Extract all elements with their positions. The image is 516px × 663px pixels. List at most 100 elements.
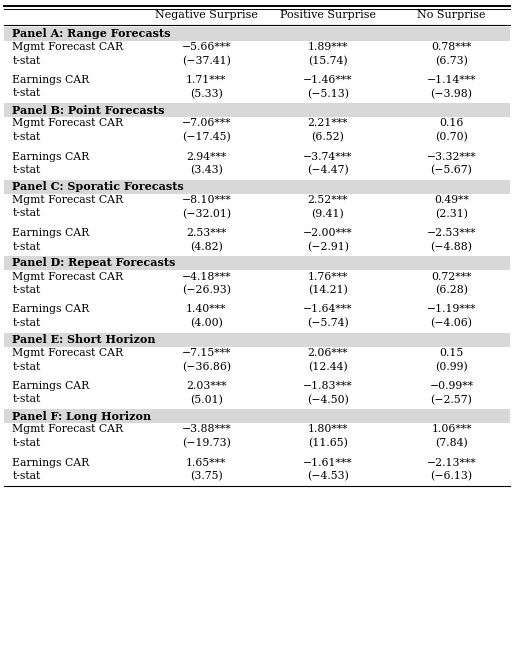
Text: −5.66***: −5.66***: [182, 42, 231, 52]
Text: Mgmt Forecast CAR: Mgmt Forecast CAR: [12, 42, 123, 52]
Text: (−37.41): (−37.41): [182, 56, 231, 66]
Text: −3.74***: −3.74***: [303, 152, 352, 162]
Text: (6.52): (6.52): [311, 132, 344, 143]
Text: (3.75): (3.75): [190, 471, 223, 481]
Text: (−4.88): (−4.88): [430, 241, 473, 252]
Text: −8.10***: −8.10***: [182, 195, 231, 205]
Text: 1.71***: 1.71***: [186, 75, 227, 85]
Text: −4.18***: −4.18***: [182, 272, 231, 282]
Text: Panel D: Repeat Forecasts: Panel D: Repeat Forecasts: [12, 257, 175, 269]
Text: (2.31): (2.31): [435, 208, 468, 219]
Text: (6.28): (6.28): [435, 285, 468, 295]
Text: Mgmt Forecast CAR: Mgmt Forecast CAR: [12, 195, 123, 205]
Text: (9.41): (9.41): [311, 208, 344, 219]
Bar: [4, 180, 510, 194]
Text: 0.72***: 0.72***: [431, 272, 472, 282]
Text: 2.03***: 2.03***: [186, 381, 227, 391]
Text: Earnings CAR: Earnings CAR: [12, 228, 90, 238]
Text: 1.40***: 1.40***: [186, 304, 227, 314]
Text: (−6.13): (−6.13): [430, 471, 473, 481]
Text: (0.99): (0.99): [435, 361, 468, 372]
Text: (−4.50): (−4.50): [307, 394, 349, 405]
Text: Earnings CAR: Earnings CAR: [12, 75, 90, 85]
Text: (4.00): (4.00): [190, 318, 223, 328]
Text: 2.53***: 2.53***: [186, 228, 227, 238]
Text: 2.06***: 2.06***: [308, 348, 348, 358]
Text: (3.43): (3.43): [190, 165, 223, 175]
Text: t-stat: t-stat: [12, 471, 41, 481]
Text: (−2.91): (−2.91): [307, 241, 349, 252]
Text: (4.82): (4.82): [190, 241, 223, 252]
Text: t-stat: t-stat: [12, 285, 41, 295]
Text: (7.84): (7.84): [435, 438, 468, 448]
Bar: [4, 103, 510, 117]
Bar: [4, 27, 510, 40]
Text: (−5.67): (−5.67): [430, 165, 473, 175]
Text: t-stat: t-stat: [12, 88, 41, 99]
Text: 2.94***: 2.94***: [186, 152, 227, 162]
Text: 1.89***: 1.89***: [308, 42, 348, 52]
Text: −2.13***: −2.13***: [427, 457, 476, 467]
Text: −2.53***: −2.53***: [427, 228, 476, 238]
Text: 0.78***: 0.78***: [431, 42, 472, 52]
Text: −1.14***: −1.14***: [427, 75, 476, 85]
Text: −1.46***: −1.46***: [303, 75, 352, 85]
Text: (−4.53): (−4.53): [307, 471, 349, 481]
Text: (−36.86): (−36.86): [182, 361, 231, 372]
Text: 1.06***: 1.06***: [431, 424, 472, 434]
Text: (12.44): (12.44): [308, 361, 348, 372]
Text: 2.52***: 2.52***: [308, 195, 348, 205]
Text: Mgmt Forecast CAR: Mgmt Forecast CAR: [12, 272, 123, 282]
Text: 1.76***: 1.76***: [308, 272, 348, 282]
Text: (11.65): (11.65): [308, 438, 348, 448]
Text: t-stat: t-stat: [12, 394, 41, 404]
Text: (−26.93): (−26.93): [182, 285, 231, 295]
Text: Panel C: Sporatic Forecasts: Panel C: Sporatic Forecasts: [12, 181, 184, 192]
Text: t-stat: t-stat: [12, 318, 41, 328]
Text: Negative Surprise: Negative Surprise: [155, 10, 258, 20]
Text: −7.15***: −7.15***: [182, 348, 231, 358]
Text: (−32.01): (−32.01): [182, 208, 231, 219]
Text: Earnings CAR: Earnings CAR: [12, 152, 90, 162]
Text: Mgmt Forecast CAR: Mgmt Forecast CAR: [12, 424, 123, 434]
Text: 0.49**: 0.49**: [434, 195, 469, 205]
Text: (6.73): (6.73): [435, 56, 468, 66]
Text: t-stat: t-stat: [12, 56, 41, 66]
Text: t-stat: t-stat: [12, 208, 41, 219]
Text: (−19.73): (−19.73): [182, 438, 231, 448]
Text: 1.65***: 1.65***: [186, 457, 227, 467]
Bar: [4, 256, 510, 270]
Text: −1.83***: −1.83***: [303, 381, 352, 391]
Text: 0.16: 0.16: [439, 119, 464, 129]
Text: t-stat: t-stat: [12, 132, 41, 142]
Text: −3.88***: −3.88***: [182, 424, 231, 434]
Text: t-stat: t-stat: [12, 241, 41, 251]
Text: (−3.98): (−3.98): [430, 88, 473, 99]
Text: Positive Surprise: Positive Surprise: [280, 10, 376, 20]
Text: (5.01): (5.01): [190, 394, 223, 405]
Text: −3.32***: −3.32***: [427, 152, 476, 162]
Bar: [4, 333, 510, 347]
Text: −7.06***: −7.06***: [182, 119, 231, 129]
Text: (15.74): (15.74): [308, 56, 347, 66]
Text: (−4.47): (−4.47): [307, 165, 348, 175]
Text: −1.19***: −1.19***: [427, 304, 476, 314]
Text: 1.80***: 1.80***: [308, 424, 348, 434]
Text: −2.00***: −2.00***: [303, 228, 352, 238]
Text: Earnings CAR: Earnings CAR: [12, 457, 90, 467]
Text: −0.99**: −0.99**: [429, 381, 474, 391]
Text: Panel F: Long Horizon: Panel F: Long Horizon: [12, 410, 151, 422]
Text: (−2.57): (−2.57): [430, 394, 473, 405]
Text: −1.64***: −1.64***: [303, 304, 352, 314]
Text: t-stat: t-stat: [12, 438, 41, 448]
Text: Mgmt Forecast CAR: Mgmt Forecast CAR: [12, 348, 123, 358]
Text: Panel A: Range Forecasts: Panel A: Range Forecasts: [12, 28, 171, 39]
Text: No Surprise: No Surprise: [417, 10, 486, 20]
Text: −1.61***: −1.61***: [303, 457, 352, 467]
Text: Mgmt Forecast CAR: Mgmt Forecast CAR: [12, 119, 123, 129]
Text: (0.70): (0.70): [435, 132, 468, 143]
Text: (14.21): (14.21): [308, 285, 348, 295]
Text: (−5.74): (−5.74): [307, 318, 348, 328]
Text: Earnings CAR: Earnings CAR: [12, 381, 90, 391]
Text: t-stat: t-stat: [12, 165, 41, 175]
